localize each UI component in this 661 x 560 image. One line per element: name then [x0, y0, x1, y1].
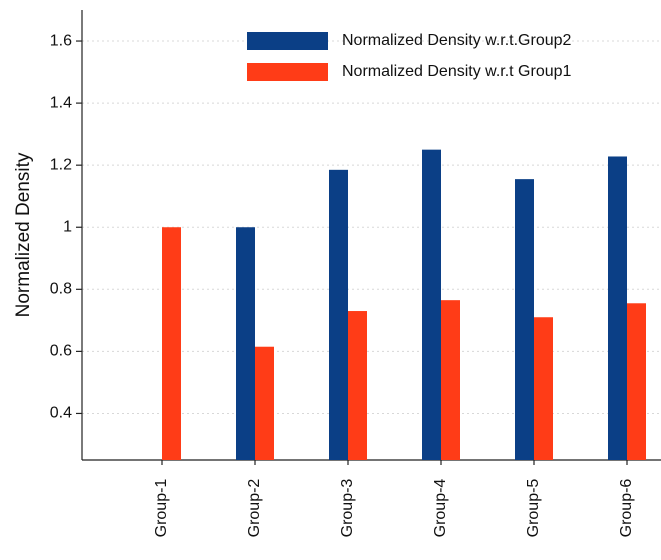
bar [627, 303, 646, 460]
bar [441, 300, 460, 460]
x-tick-label: Group-1 [153, 479, 170, 538]
bar [534, 317, 553, 460]
x-tick-label: Group-3 [339, 479, 356, 538]
y-tick-label: 1 [63, 218, 72, 235]
x-tick-label: Group-5 [525, 479, 542, 538]
y-tick-label: 0.6 [50, 343, 72, 360]
legend-swatch [247, 32, 328, 50]
x-tick-label: Group-4 [432, 479, 449, 538]
y-tick-label: 1.2 [50, 156, 72, 173]
y-tick-label: 0.4 [50, 405, 72, 422]
legend-swatch [247, 63, 328, 81]
bar [255, 346, 274, 460]
bar [236, 227, 255, 460]
bar [515, 179, 534, 460]
bar [329, 169, 348, 461]
y-tick-label: 0.8 [50, 281, 72, 298]
legend-label: Normalized Density w.r.t Group1 [342, 63, 572, 80]
bar [608, 156, 627, 460]
y-axis-label: Normalized Density [13, 152, 34, 317]
x-tick-label: Group-6 [618, 479, 635, 538]
legend-label: Normalized Density w.r.t.Group2 [342, 32, 572, 49]
y-tick-label: 1.4 [50, 94, 72, 111]
bar [422, 149, 441, 461]
x-tick-label: Group-2 [246, 479, 263, 538]
bar [348, 311, 367, 460]
y-tick-label: 1.6 [50, 32, 72, 49]
bar [162, 227, 181, 460]
